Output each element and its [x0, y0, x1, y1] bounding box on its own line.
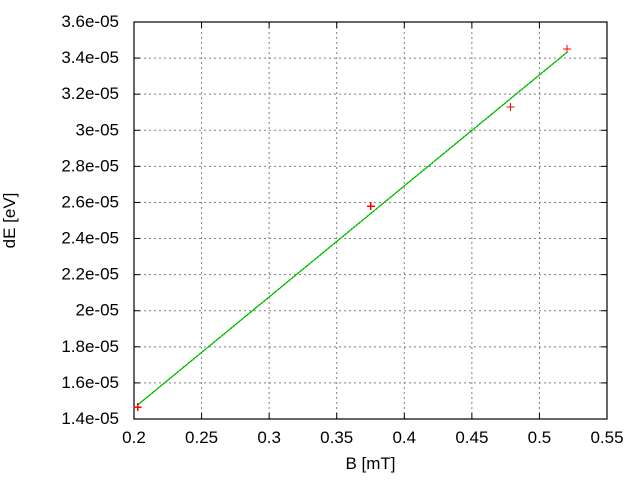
- svg-text:2e-05: 2e-05: [76, 301, 119, 320]
- svg-text:0.25: 0.25: [185, 428, 218, 447]
- svg-text:B [mT]: B [mT]: [345, 454, 395, 473]
- svg-text:3.2e-05: 3.2e-05: [61, 84, 119, 103]
- svg-text:1.6e-05: 1.6e-05: [61, 373, 119, 392]
- svg-text:0.35: 0.35: [320, 428, 353, 447]
- svg-text:2.6e-05: 2.6e-05: [61, 192, 119, 211]
- svg-text:0.4: 0.4: [392, 428, 416, 447]
- svg-text:1.4e-05: 1.4e-05: [61, 409, 119, 428]
- svg-text:3.4e-05: 3.4e-05: [61, 48, 119, 67]
- svg-text:2.4e-05: 2.4e-05: [61, 229, 119, 248]
- svg-text:dE [eV]: dE [eV]: [0, 193, 19, 249]
- svg-text:2.2e-05: 2.2e-05: [61, 265, 119, 284]
- svg-text:1.8e-05: 1.8e-05: [61, 337, 119, 356]
- svg-text:0.45: 0.45: [455, 428, 488, 447]
- svg-text:3e-05: 3e-05: [76, 120, 119, 139]
- svg-text:0.5: 0.5: [528, 428, 552, 447]
- svg-text:0.2: 0.2: [122, 428, 146, 447]
- svg-text:0.55: 0.55: [590, 428, 623, 447]
- svg-text:2.8e-05: 2.8e-05: [61, 156, 119, 175]
- svg-text:3.6e-05: 3.6e-05: [61, 12, 119, 31]
- svg-text:0.3: 0.3: [257, 428, 281, 447]
